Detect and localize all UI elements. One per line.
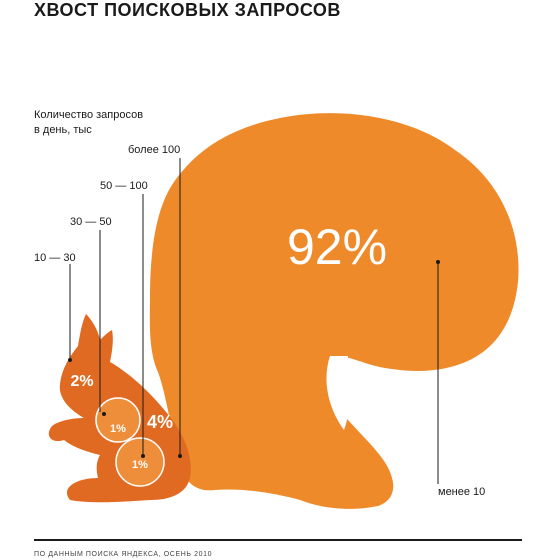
source-note: ПО ДАННЫМ ПОИСКА ЯНДЕКСА, ОСЕНЬ 2010 (34, 551, 213, 558)
footer-rule (34, 539, 522, 541)
legend-title-line-1: Количество запросов (34, 109, 144, 121)
leader-dot-10-30 (68, 358, 72, 362)
category-label-10-30: 10 — 30 (34, 252, 76, 264)
category-label-50-100: 50 — 100 (100, 180, 148, 192)
percent-label-50-100: 1% (132, 459, 148, 471)
leader-dot-50-100 (141, 454, 145, 458)
percent-label-30-50: 1% (110, 423, 126, 435)
page-title: ХВОСТ ПОИСКОВЫХ ЗАПРОСОВ (34, 0, 341, 20)
category-label-over-100: более 100 (128, 144, 181, 156)
leader-dot-under-10 (436, 260, 440, 264)
category-label-30-50: 30 — 50 (70, 216, 112, 228)
leader-dot-30-50 (102, 412, 106, 416)
leader-dots (68, 260, 440, 458)
leader-dot-over-100 (178, 454, 182, 458)
legend-title-line-2: в день, тыс (34, 124, 92, 136)
legend-title: Количество запросов в день, тыс (34, 108, 174, 138)
percent-labels: 92% 2% 1% 4% 1% (70, 219, 387, 471)
percent-label-10-30: 2% (70, 373, 93, 390)
body-segment-circles (95, 397, 165, 487)
leader-lines (69, 158, 439, 484)
category-label-under-10: менее 10 (438, 486, 486, 498)
tail-shape (149, 113, 519, 509)
percent-label-over-100: 4% (147, 412, 173, 432)
percent-label-under-10: 92% (287, 219, 387, 275)
